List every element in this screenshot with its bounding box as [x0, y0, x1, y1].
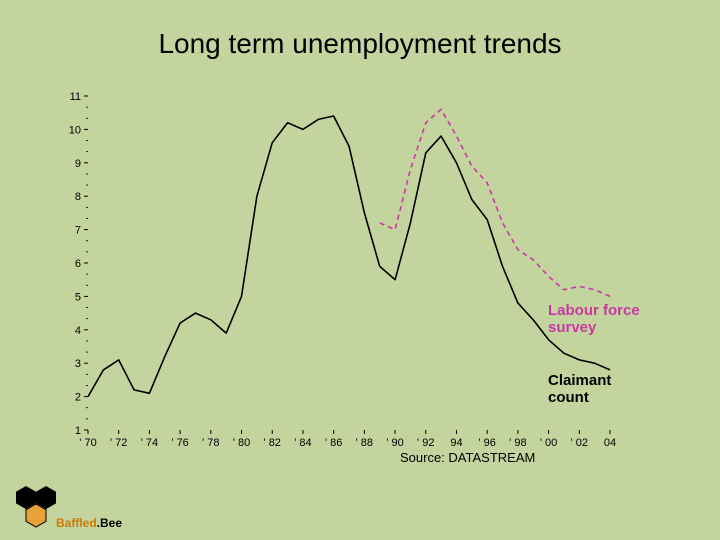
svg-text:11: 11	[70, 91, 81, 103]
svg-text:' 72: ' 72	[110, 437, 127, 449]
svg-text:' 90: ' 90	[386, 437, 403, 449]
svg-text:94: 94	[450, 437, 462, 449]
footer-logo: Baffled.Bee	[10, 484, 130, 530]
source-text: Source: DATASTREAM	[400, 450, 535, 465]
svg-text:' 80: ' 80	[233, 437, 250, 449]
svg-text:' 02: ' 02	[571, 437, 588, 449]
svg-text:10: 10	[69, 124, 81, 136]
svg-text:' 98: ' 98	[509, 437, 526, 449]
legend-claimant-count: Claimantcount	[548, 372, 611, 407]
svg-text:8: 8	[75, 191, 81, 203]
svg-text:04: 04	[604, 437, 616, 449]
page-title: Long term unemployment trends	[0, 28, 720, 60]
svg-text:9: 9	[75, 158, 81, 170]
svg-text:' 82: ' 82	[264, 437, 281, 449]
svg-text:' 74: ' 74	[141, 437, 158, 449]
svg-text:' 86: ' 86	[325, 437, 342, 449]
svg-text:1: 1	[75, 425, 81, 437]
svg-text:' 92: ' 92	[417, 437, 434, 449]
svg-text:' 88: ' 88	[356, 437, 373, 449]
brand-text: Baffled.Bee	[56, 516, 122, 530]
unemployment-chart: 1 2 3 4 5 6 7 8 9 10 11 ' 70 ' 72 ' 74 ' 76 ' 78 ' 80 ' 8…	[60, 90, 620, 470]
svg-text:' 00: ' 00	[540, 437, 557, 449]
svg-text:5: 5	[75, 291, 81, 303]
svg-text:' 84: ' 84	[294, 437, 311, 449]
svg-text:' 70: ' 70	[79, 437, 96, 449]
svg-text:' 76: ' 76	[171, 437, 188, 449]
svg-text:2: 2	[75, 392, 81, 404]
svg-text:4: 4	[75, 325, 81, 337]
svg-text:' 96: ' 96	[478, 437, 495, 449]
hex-icon	[16, 486, 56, 527]
svg-text:' 78: ' 78	[202, 437, 219, 449]
svg-text:3: 3	[75, 358, 81, 370]
svg-text:6: 6	[75, 258, 81, 270]
legend-labour-force-survey: Labour forcesurvey	[548, 302, 640, 337]
svg-text:7: 7	[75, 225, 81, 237]
